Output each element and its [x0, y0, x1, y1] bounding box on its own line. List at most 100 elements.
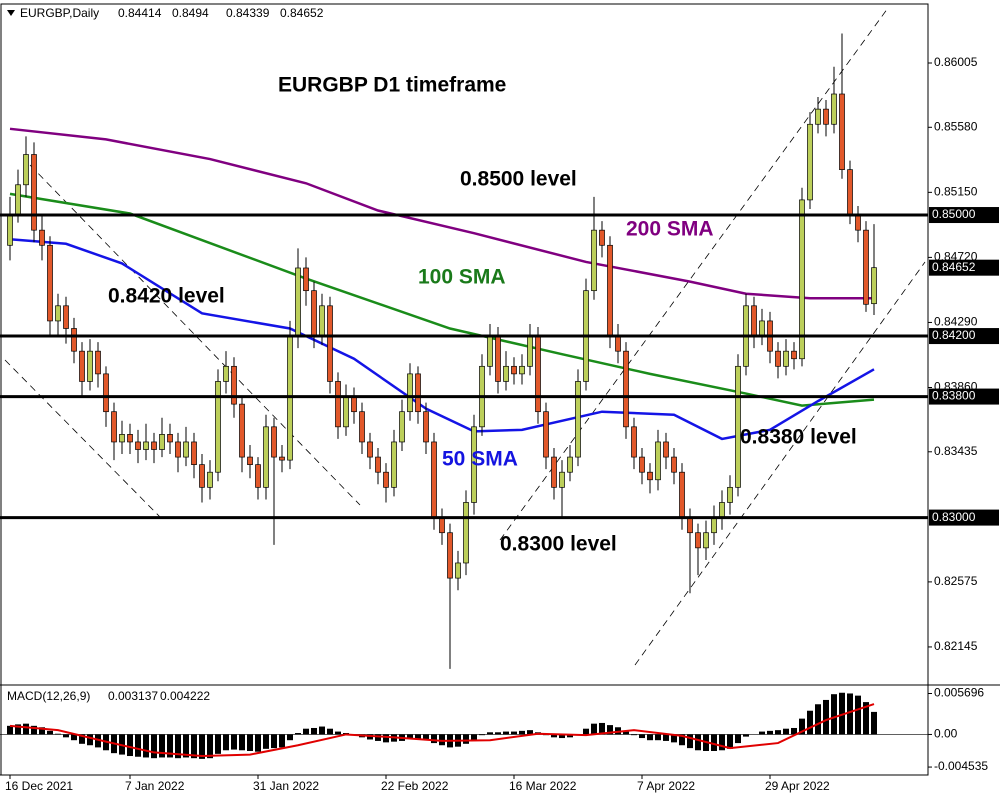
chart-frame: [0, 3, 929, 776]
candle-body: [287, 335, 293, 461]
candle-body: [167, 434, 173, 443]
x-tick-label: 31 Jan 2022: [253, 779, 319, 793]
annotation: 200 SMA: [626, 218, 714, 241]
macd-bar: [519, 730, 525, 735]
macd-bar: [215, 734, 221, 754]
candle-body: [255, 464, 261, 488]
macd-signal: [9, 703, 875, 758]
macd-bar: [871, 711, 877, 735]
macd-bar: [239, 734, 245, 751]
menu-arrow: [7, 10, 15, 16]
macd-bar: [783, 728, 789, 735]
y-tick-label: 0.82575: [934, 574, 978, 588]
candle-body: [791, 350, 797, 360]
candle-body: [463, 502, 469, 564]
candle-body: [639, 456, 645, 473]
macd-bar: [311, 727, 317, 735]
candle-body: [231, 365, 237, 405]
candle-body: [591, 229, 597, 292]
macd-bar: [31, 725, 37, 735]
macd-bar: [47, 730, 53, 735]
macd-bar: [295, 733, 301, 735]
macd-value: 0.003137: [108, 689, 158, 703]
candle-body: [223, 365, 229, 382]
macd-bar: [855, 695, 861, 735]
macd-bar: [495, 732, 501, 735]
candle-body: [839, 93, 845, 171]
macd-bar: [183, 734, 189, 758]
macd-bar: [527, 730, 533, 735]
x-tick-label: 16 Mar 2022: [509, 779, 577, 793]
macd-bar: [623, 731, 629, 735]
candle-body: [815, 108, 821, 125]
macd-bar: [87, 734, 93, 746]
macd-bar: [743, 734, 749, 737]
macd-bar: [423, 734, 429, 741]
candle-body: [7, 214, 13, 246]
candle-body: [671, 456, 677, 473]
macd-bar: [583, 728, 589, 735]
macd-bar: [255, 734, 261, 752]
macd-bar: [591, 723, 597, 735]
candle-body: [831, 93, 837, 125]
candle-body: [663, 441, 669, 458]
macd-bar: [7, 725, 13, 735]
candle-body: [735, 365, 741, 488]
candle-body: [607, 244, 613, 337]
candle-body: [183, 441, 189, 458]
macd-bar: [759, 731, 765, 735]
current-price-label: 0.84652: [932, 260, 976, 274]
candle-body: [751, 305, 757, 337]
candle-body: [55, 305, 61, 322]
y-tick-label: 0.84290: [934, 315, 978, 329]
candle-body: [695, 532, 701, 549]
candle-body: [271, 426, 277, 458]
level-label-bg: [929, 328, 999, 345]
macd-tick-label: 0.00: [934, 727, 958, 741]
level-label-bg: [929, 509, 999, 526]
macd-bar: [223, 734, 229, 751]
macd-bar: [727, 734, 733, 749]
macd-bar: [159, 734, 165, 758]
candle-body: [431, 441, 437, 518]
candle-body: [511, 365, 517, 375]
candle-body: [343, 396, 349, 428]
macd-bar: [735, 734, 741, 744]
macd-bar: [175, 734, 181, 759]
current-price-bg: [929, 259, 999, 276]
candle-body: [111, 411, 117, 443]
x-tick-label: 16 Dec 2021: [5, 779, 73, 793]
ohlc-value: 0.84652: [280, 6, 324, 20]
candle-body: [199, 464, 205, 488]
macd-bar: [479, 734, 485, 736]
candle-body: [375, 456, 381, 473]
candle-body: [719, 502, 725, 518]
macd-bar: [39, 727, 45, 735]
macd-bar: [271, 734, 277, 749]
candle-body: [775, 350, 781, 367]
candle-body: [71, 328, 77, 352]
candle-body: [543, 411, 549, 458]
trendline: [499, 7, 889, 541]
candle-body: [423, 411, 429, 443]
candle-body: [495, 335, 501, 382]
level-label: 0.83800: [932, 389, 976, 403]
macd-bar: [63, 734, 69, 738]
annotation: 0.8380 level: [740, 426, 857, 449]
trendlines: [4, 7, 926, 666]
macd-bar: [303, 728, 309, 735]
macd-bar: [823, 699, 829, 735]
annotation: 100 SMA: [418, 266, 506, 289]
y-tick-label: 0.86005: [934, 55, 978, 69]
macd-signal-value: 0.004222: [160, 689, 210, 703]
level-label: 0.84200: [932, 328, 976, 342]
candle-body: [119, 434, 125, 443]
candle-body: [759, 320, 765, 337]
candle-body: [335, 381, 341, 428]
level-label: 0.83000: [932, 510, 976, 524]
macd-bar: [375, 734, 381, 741]
candle-body: [631, 426, 637, 458]
macd-bar: [631, 734, 637, 736]
candle-body: [239, 403, 245, 458]
